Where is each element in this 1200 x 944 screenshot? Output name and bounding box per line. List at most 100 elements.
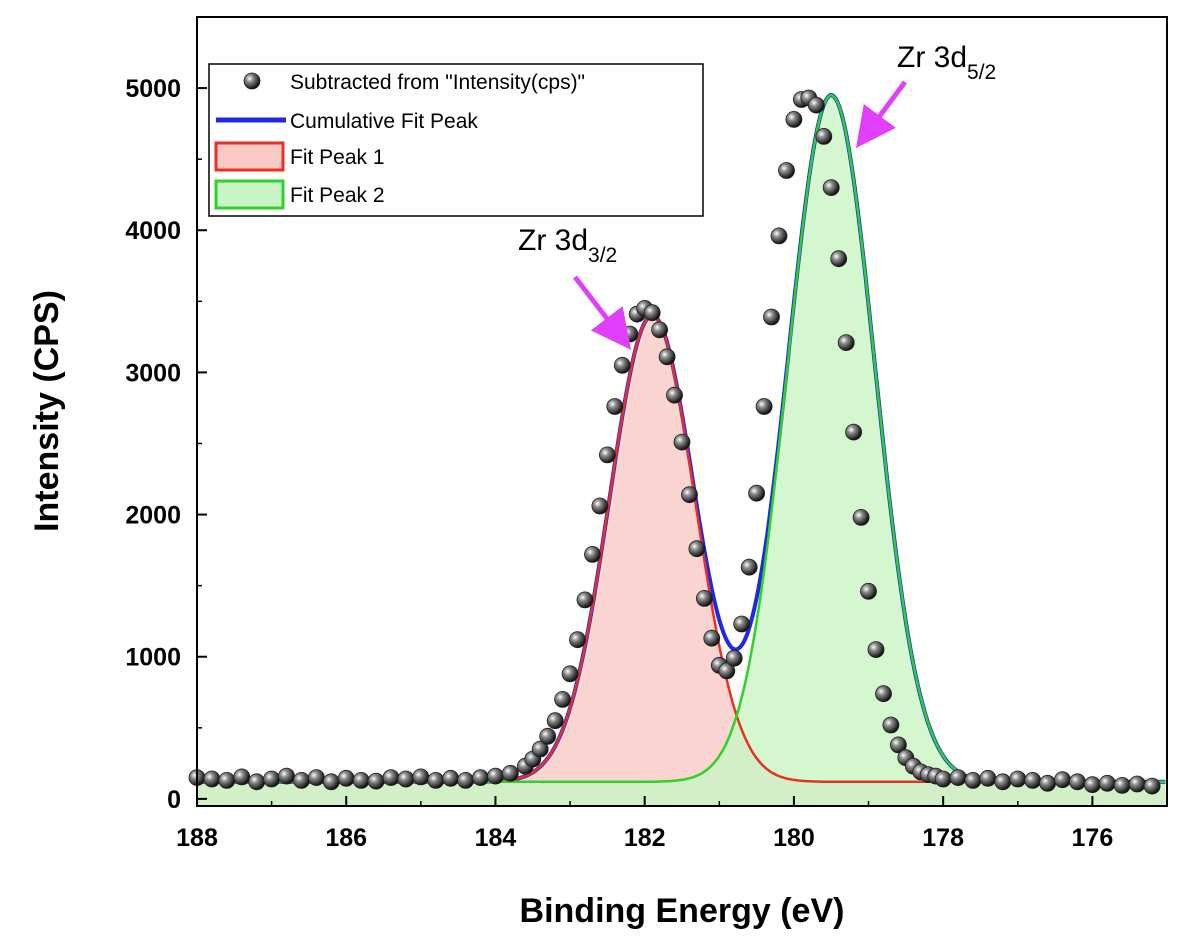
legend-swatch-peak2 xyxy=(214,179,285,210)
data-point xyxy=(994,773,1012,791)
x-tick-label: 184 xyxy=(475,824,517,852)
data-point xyxy=(397,770,415,788)
legend-swatch-peak1 xyxy=(214,141,285,172)
data-point xyxy=(785,111,803,128)
legend-label-cumulative: Cumulative Fit Peak xyxy=(290,110,478,133)
y-tick-label: 1000 xyxy=(125,644,181,672)
data-point xyxy=(427,772,445,789)
data-point xyxy=(412,768,430,786)
data-point xyxy=(867,641,885,658)
data-point xyxy=(367,772,385,790)
data-point xyxy=(703,629,721,647)
data-point xyxy=(487,767,504,785)
data-point xyxy=(658,348,676,366)
data-point xyxy=(733,615,751,633)
data-point xyxy=(725,649,743,667)
data-point xyxy=(748,484,765,502)
data-point xyxy=(1054,771,1071,789)
data-point xyxy=(457,772,475,789)
data-point xyxy=(763,308,780,326)
data-point xyxy=(584,546,601,563)
data-point xyxy=(1069,773,1086,791)
y-tick-label: 0 xyxy=(167,786,181,814)
data-point xyxy=(576,591,594,609)
x-tick-label: 178 xyxy=(922,824,964,852)
data-point xyxy=(807,96,825,114)
peak-arrow-1 xyxy=(573,275,632,350)
data-point xyxy=(1039,774,1056,792)
data-point xyxy=(643,304,661,322)
data-point xyxy=(539,727,557,745)
y-axis-title: Intensity (CPS) xyxy=(28,290,66,532)
legend-label-peak1: Fit Peak 1 xyxy=(290,146,385,169)
data-point xyxy=(718,662,736,680)
data-point xyxy=(837,334,855,352)
data-point xyxy=(681,486,698,504)
data-point xyxy=(278,767,295,785)
data-point xyxy=(554,691,571,708)
data-point xyxy=(1024,772,1042,789)
data-point xyxy=(1098,774,1116,792)
data-point xyxy=(233,768,251,786)
y-tick-label: 2000 xyxy=(125,502,181,530)
x-axis-title: Binding Energy (eV) xyxy=(520,892,845,930)
data-point xyxy=(531,740,549,758)
data-point xyxy=(203,770,221,788)
data-point xyxy=(696,590,713,607)
data-point xyxy=(561,665,579,683)
data-point xyxy=(860,582,877,600)
x-tick-label: 182 xyxy=(624,824,666,852)
y-axis-ticks: 0 1000 2000 3000 4000 5000 xyxy=(125,75,207,814)
data-point xyxy=(613,356,631,374)
data-point xyxy=(591,497,609,515)
data-point xyxy=(382,769,400,786)
data-point xyxy=(934,770,952,788)
data-point xyxy=(352,772,370,789)
x-tick-label: 180 xyxy=(773,824,815,852)
x-tick-label: 176 xyxy=(1072,824,1114,852)
data-point xyxy=(890,736,907,754)
data-point xyxy=(307,769,325,786)
y-tick-label: 5000 xyxy=(125,75,181,103)
data-point xyxy=(852,509,870,526)
data-point xyxy=(1113,777,1131,794)
data-point xyxy=(442,769,460,787)
data-point xyxy=(248,773,266,791)
data-point xyxy=(293,772,310,789)
x-tick-label: 186 xyxy=(325,824,367,852)
peak-arrow-2 xyxy=(856,80,908,149)
data-point xyxy=(688,540,706,558)
data-point xyxy=(337,769,355,787)
data-point xyxy=(755,398,773,415)
legend-box xyxy=(208,63,704,217)
data-point xyxy=(263,770,281,788)
data-point xyxy=(666,386,683,404)
data-point xyxy=(569,631,586,649)
legend: Subtracted from "Intensity(cps)" Cumulat… xyxy=(208,63,704,217)
peak-label-2: Zr 3d5/2 xyxy=(897,41,996,84)
data-point xyxy=(546,712,564,730)
x-axis-ticks: 188 186 184 182 180 178 176 xyxy=(176,796,1168,852)
data-point xyxy=(472,769,489,786)
data-point xyxy=(830,250,848,268)
x-tick-label: 188 xyxy=(176,824,218,852)
data-point xyxy=(322,773,340,791)
data-point xyxy=(218,772,236,789)
data-point xyxy=(875,685,892,703)
y-tick-label: 4000 xyxy=(125,217,181,245)
data-point xyxy=(501,764,519,782)
data-point xyxy=(599,446,616,464)
peak-label-1: Zr 3d3/2 xyxy=(518,224,617,267)
data-point xyxy=(845,423,862,441)
data-point xyxy=(1128,775,1146,793)
data-point xyxy=(651,321,668,339)
data-point xyxy=(1009,770,1027,788)
legend-label-data: Subtracted from "Intensity(cps)" xyxy=(290,71,585,94)
data-point xyxy=(770,227,788,245)
data-point xyxy=(949,769,967,786)
y-tick-label: 3000 xyxy=(125,359,181,387)
data-point xyxy=(815,127,833,145)
data-points-layer xyxy=(188,89,1161,795)
peak-annotations: Zr 3d3/2 Zr 3d5/2 xyxy=(518,41,996,350)
